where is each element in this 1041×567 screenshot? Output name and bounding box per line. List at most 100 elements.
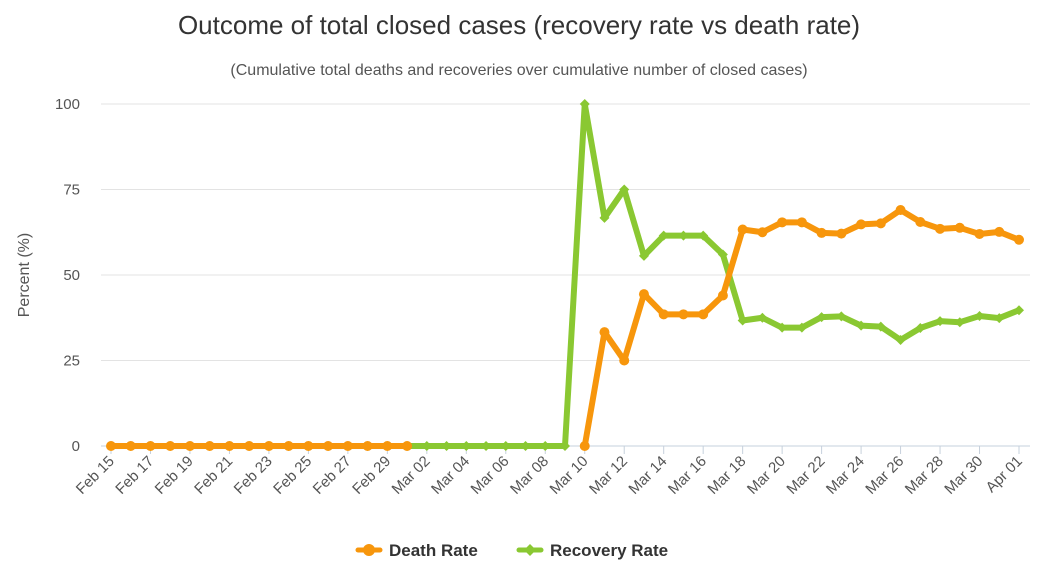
data-point[interactable]: [974, 228, 985, 239]
data-point[interactable]: [579, 99, 590, 109]
legend-item-recovery-rate[interactable]: Recovery Rate: [516, 541, 668, 560]
data-point[interactable]: [283, 441, 294, 451]
data-point[interactable]: [382, 441, 393, 451]
data-point[interactable]: [954, 317, 965, 328]
data-point[interactable]: [145, 441, 156, 451]
x-tick-label: Feb 29: [349, 453, 394, 498]
data-point[interactable]: [204, 441, 215, 451]
data-point[interactable]: [323, 441, 334, 451]
data-point[interactable]: [875, 218, 886, 229]
data-point[interactable]: [540, 441, 551, 451]
data-point[interactable]: [875, 321, 886, 332]
series-death-rate[interactable]: [106, 205, 1024, 451]
x-tick-label: Feb 23: [231, 453, 276, 498]
data-point[interactable]: [342, 441, 353, 451]
data-point[interactable]: [402, 441, 413, 451]
chart-subtitle: (Cumulative total deaths and recoveries …: [230, 62, 807, 79]
y-tick-label: 100: [55, 96, 80, 113]
x-tick-label: Mar 04: [428, 453, 473, 498]
data-point[interactable]: [856, 219, 867, 230]
x-tick-label: Mar 12: [586, 453, 631, 498]
data-point[interactable]: [461, 441, 472, 451]
data-point[interactable]: [579, 441, 590, 451]
data-point[interactable]: [796, 217, 807, 228]
data-point[interactable]: [935, 316, 946, 327]
data-point[interactable]: [638, 250, 649, 261]
data-point[interactable]: [125, 441, 136, 451]
data-point[interactable]: [698, 309, 709, 320]
data-point[interactable]: [816, 227, 827, 238]
data-point[interactable]: [658, 230, 669, 241]
data-point[interactable]: [224, 441, 235, 451]
data-point[interactable]: [303, 441, 314, 451]
data-point[interactable]: [165, 441, 176, 451]
data-point[interactable]: [974, 311, 985, 322]
data-point[interactable]: [698, 230, 709, 241]
legend-item-death-rate[interactable]: Death Rate: [355, 541, 478, 560]
gridlines: [101, 103, 1030, 447]
data-point[interactable]: [678, 309, 689, 320]
chart-title: Outcome of total closed cases (recovery …: [178, 10, 860, 40]
data-point[interactable]: [1014, 305, 1024, 316]
data-point[interactable]: [500, 441, 511, 451]
data-point[interactable]: [737, 224, 748, 235]
x-tick-label: Mar 28: [902, 453, 947, 498]
data-point[interactable]: [599, 327, 610, 338]
data-point[interactable]: [757, 312, 768, 323]
legend-label: Death Rate: [389, 541, 478, 560]
data-point[interactable]: [994, 226, 1005, 237]
series-layer: [106, 99, 1024, 451]
data-point[interactable]: [777, 217, 788, 228]
data-point[interactable]: [599, 212, 610, 223]
data-point[interactable]: [481, 441, 492, 451]
data-point[interactable]: [856, 320, 867, 331]
y-tick-label: 0: [72, 438, 80, 455]
data-point[interactable]: [994, 313, 1005, 324]
x-tick-label: Feb 19: [152, 453, 197, 498]
data-point[interactable]: [244, 441, 255, 451]
legend[interactable]: Death Rate Recovery Rate: [355, 541, 668, 560]
data-point[interactable]: [796, 322, 807, 333]
data-point[interactable]: [184, 441, 195, 451]
data-point[interactable]: [757, 227, 768, 238]
x-tick-label: Mar 14: [625, 453, 670, 498]
data-point[interactable]: [658, 309, 669, 320]
data-point[interactable]: [836, 311, 847, 322]
data-point[interactable]: [421, 441, 432, 451]
data-point[interactable]: [441, 441, 452, 451]
data-point[interactable]: [895, 205, 906, 216]
data-point[interactable]: [263, 441, 274, 451]
x-tick-label: Mar 24: [823, 453, 868, 498]
data-point[interactable]: [836, 228, 847, 239]
x-tick-label: Feb 17: [112, 453, 157, 498]
data-point[interactable]: [954, 222, 965, 233]
data-point[interactable]: [777, 322, 788, 333]
data-point[interactable]: [717, 290, 728, 301]
data-point[interactable]: [560, 441, 570, 451]
data-point[interactable]: [520, 441, 531, 451]
data-point[interactable]: [619, 355, 630, 366]
data-point[interactable]: [678, 230, 689, 241]
x-tick-label: Mar 18: [704, 453, 749, 498]
data-point[interactable]: [362, 441, 373, 451]
data-point[interactable]: [717, 249, 728, 260]
x-tick-label: Feb 27: [310, 453, 355, 498]
x-tick-label: Mar 10: [547, 453, 592, 498]
data-point[interactable]: [915, 216, 926, 227]
data-point[interactable]: [816, 312, 827, 323]
data-point[interactable]: [915, 323, 926, 334]
x-tick-label: Feb 15: [73, 453, 118, 498]
data-point[interactable]: [619, 184, 630, 195]
x-tick-label: Mar 26: [862, 453, 907, 498]
data-point[interactable]: [737, 315, 748, 326]
data-point[interactable]: [638, 289, 649, 300]
x-tick-label: Mar 16: [665, 453, 710, 498]
data-point[interactable]: [106, 441, 116, 451]
data-point[interactable]: [895, 334, 906, 345]
x-tick-label: Mar 22: [783, 453, 828, 498]
data-point[interactable]: [1014, 234, 1024, 245]
data-point[interactable]: [935, 223, 946, 234]
y-axis-ticks: 0 25 50 75 100: [55, 96, 80, 455]
